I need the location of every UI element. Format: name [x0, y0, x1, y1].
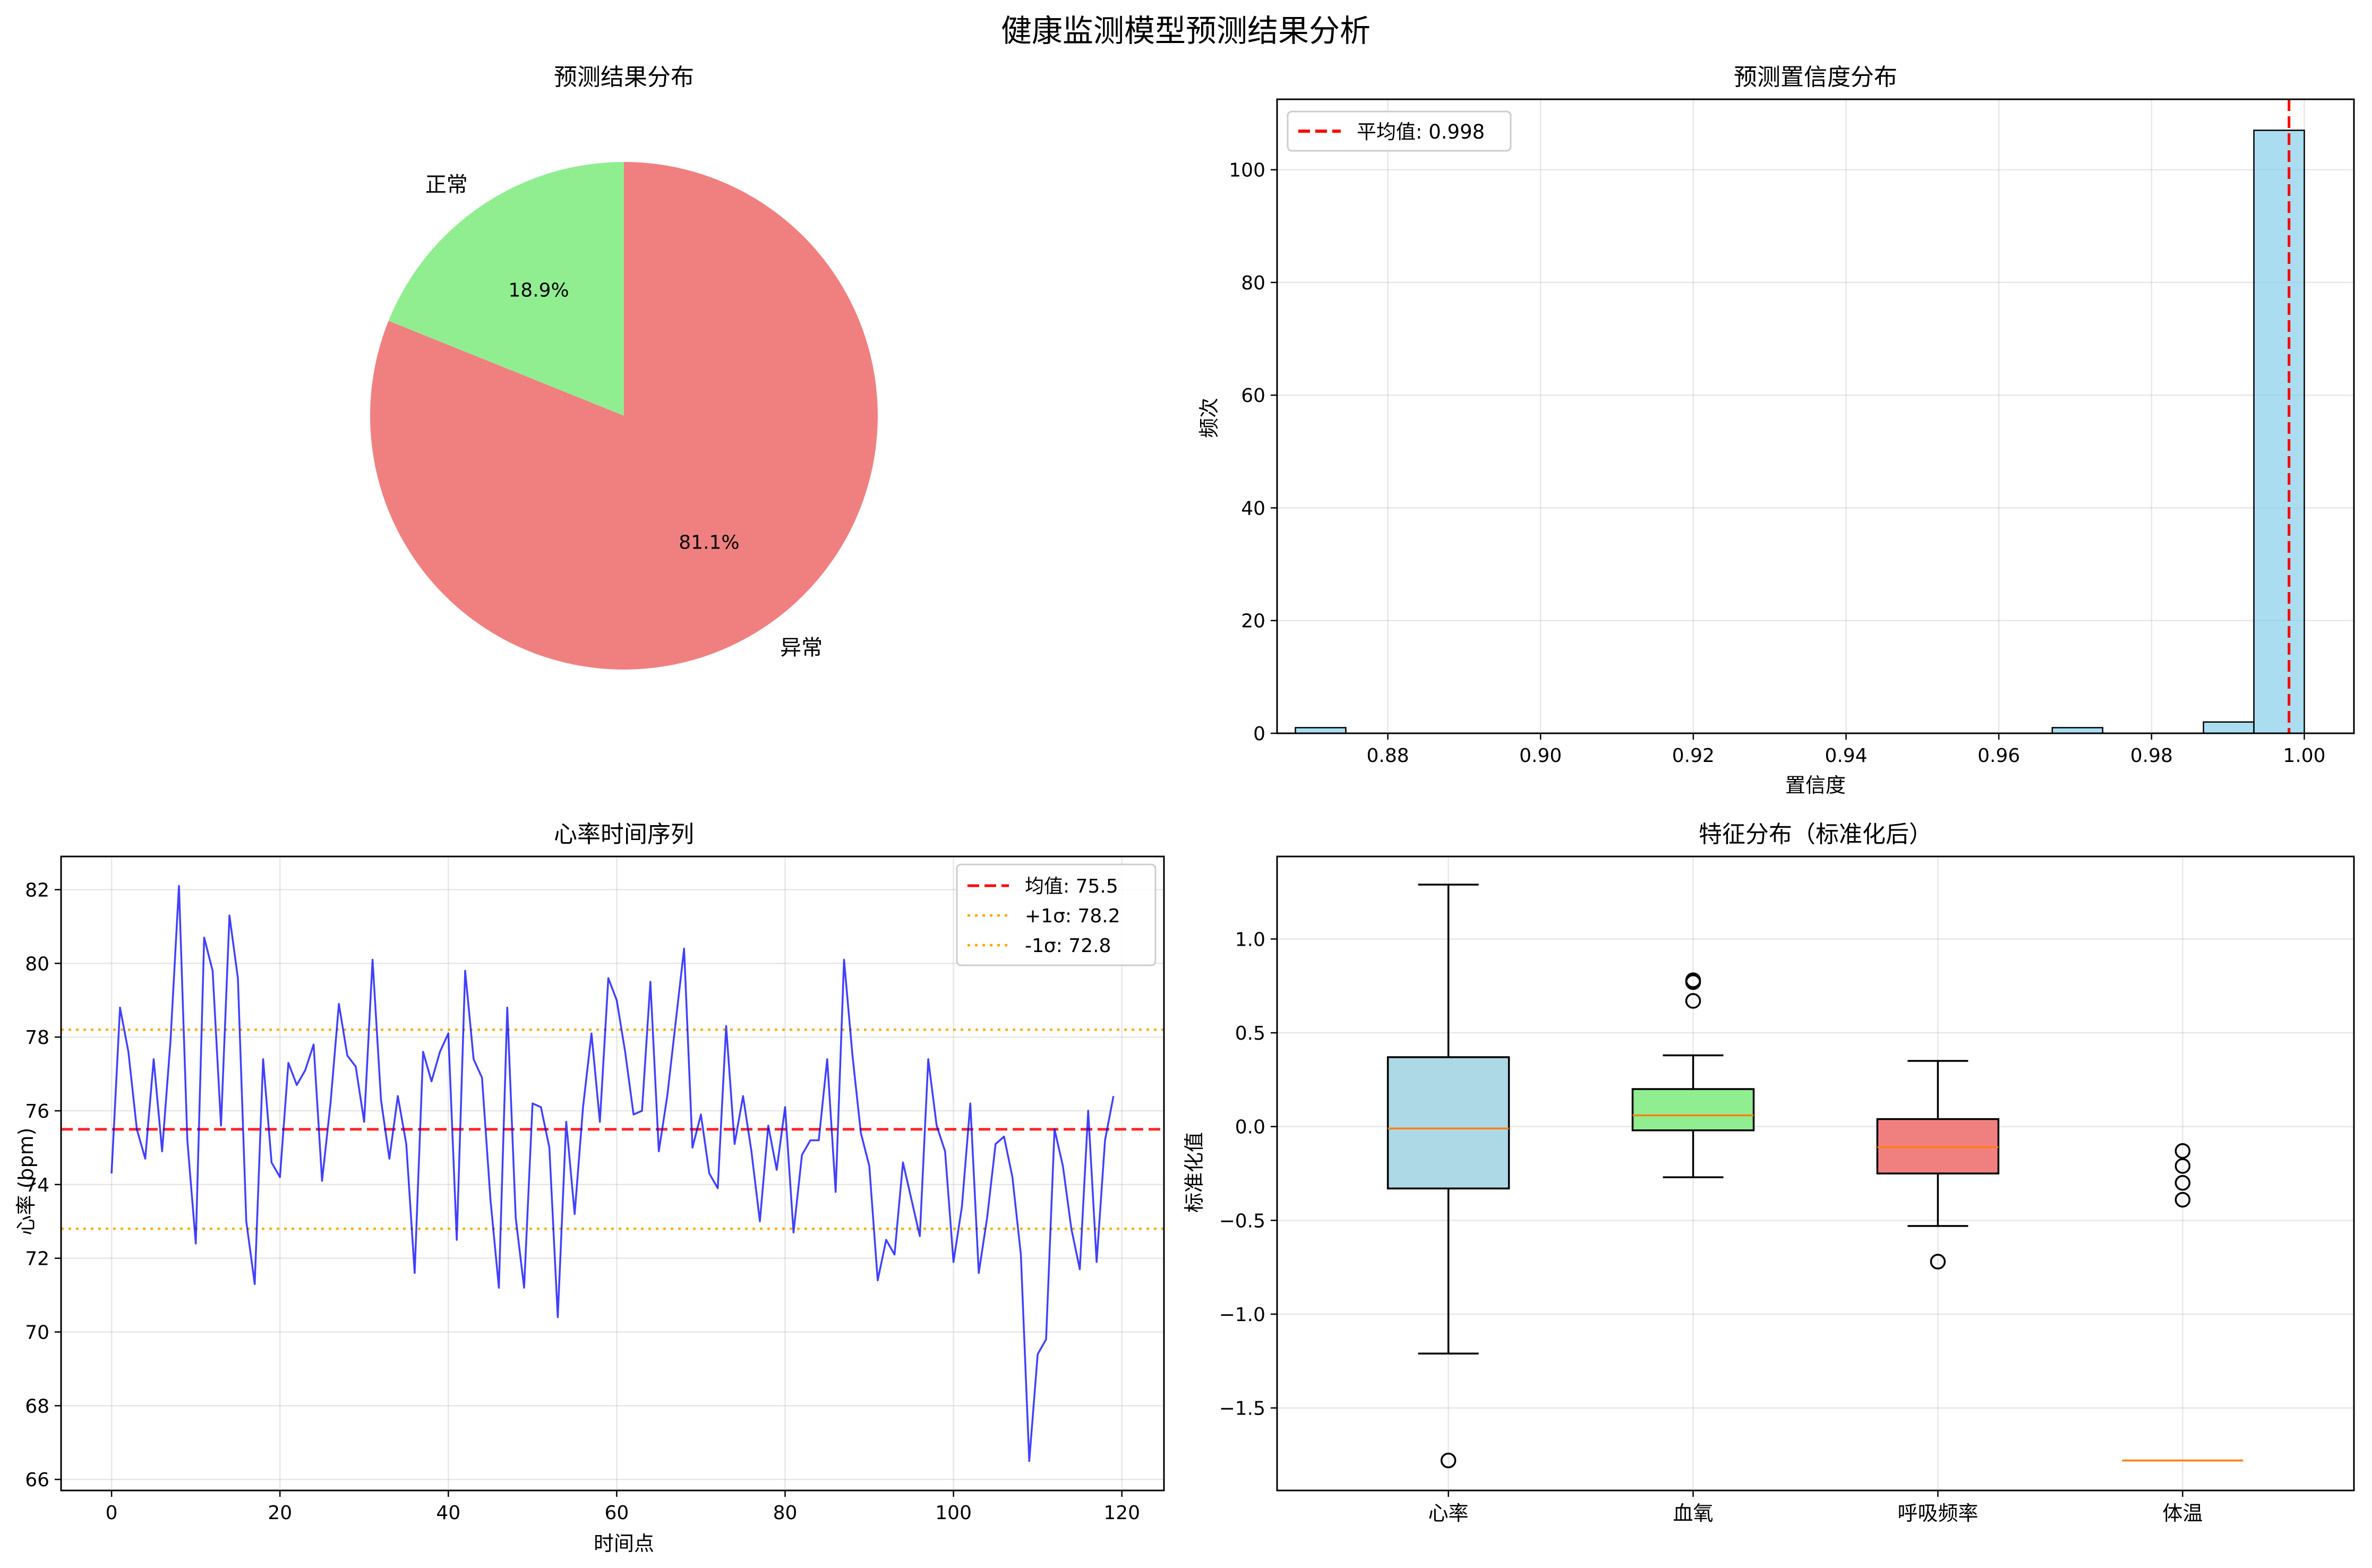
box-category-label: 呼吸频率: [1897, 1502, 1978, 1525]
x-tick-label: 80: [773, 1502, 798, 1524]
legend-label-2: -1σ: 72.8: [1025, 935, 1111, 957]
y-tick-label: −0.5: [1219, 1210, 1265, 1232]
figure-title: 健康监测模型预测结果分析: [1001, 13, 1371, 49]
box-outlier: [2174, 1158, 2191, 1174]
pie-slice-label-1: 异常: [780, 636, 823, 660]
histogram-bar: [2253, 130, 2305, 734]
box-outlier: [2174, 1175, 2191, 1191]
pie-slice-label-0: 正常: [425, 173, 468, 197]
histogram-legend: 平均值: 0.998: [1287, 110, 1512, 152]
histogram-bar: [2203, 721, 2255, 734]
boxplot-title: 特征分布（标准化后）: [1699, 821, 1932, 848]
line-chart-title: 心率时间序列: [554, 821, 694, 848]
x-tick-label: 0: [106, 1502, 118, 1524]
histogram-x-axis-label: 置信度: [1785, 774, 1846, 797]
legend-label-0: 均值: 75.5: [1025, 876, 1118, 897]
box-outlier: [2174, 1192, 2191, 1208]
pie-chart-title: 预测结果分布: [554, 64, 694, 91]
x-tick-label: 100: [935, 1502, 972, 1524]
box-outlier: [2174, 1143, 2191, 1159]
y-tick-label: 78: [25, 1027, 49, 1049]
y-tick-label: 66: [25, 1469, 49, 1491]
y-tick-label: 0.0: [1235, 1117, 1265, 1138]
y-tick-label: 100: [1229, 160, 1265, 182]
x-tick-label: 0.96: [1977, 745, 2020, 767]
x-tick-label: 0.98: [2130, 745, 2173, 767]
box-iqr: [1631, 1088, 1755, 1132]
box-1: [1631, 972, 1755, 1178]
y-tick-label: −1.5: [1219, 1398, 1265, 1420]
x-tick-label: 0.92: [1672, 745, 1715, 767]
histogram-y-axis-label: 频次: [1197, 398, 1221, 438]
box-outlier: [1685, 972, 1701, 988]
y-tick-label: 20: [1241, 611, 1265, 632]
box-outlier: [1930, 1254, 1946, 1270]
histogram-title: 预测置信度分布: [1734, 64, 1897, 91]
x-tick-label: 0.94: [1825, 745, 1867, 767]
line-chart-legend: 均值: 75.5 +1σ: 78.2 -1σ: 72.8: [956, 863, 1157, 966]
heart-rate-series-line: [110, 885, 1115, 1462]
box-outlier: [1685, 993, 1701, 1009]
y-tick-label: −1.0: [1219, 1304, 1265, 1326]
x-tick-label: 1.00: [2283, 745, 2325, 767]
legend-label-mean: 平均值: 0.998: [1357, 121, 1485, 143]
box-category-label: 心率: [1428, 1502, 1469, 1525]
y-tick-label: 40: [1241, 498, 1265, 519]
box-iqr: [1876, 1118, 2000, 1175]
box-category-label: 体温: [2162, 1502, 2203, 1525]
y-tick-label: 72: [25, 1248, 49, 1270]
pie-chart-panel: 预测结果分布 18.9% 正常 81.1% 异常: [370, 64, 878, 670]
y-tick-label: 82: [25, 879, 49, 901]
y-tick-label: 60: [1241, 385, 1265, 407]
y-tick-label: 76: [25, 1101, 49, 1123]
line-chart-y-axis-label: 心率 (bpm): [14, 1128, 38, 1236]
y-tick-label: 1.0: [1235, 929, 1265, 950]
histogram-bar: [2051, 727, 2104, 734]
box-3: [2122, 1143, 2243, 1462]
y-tick-label: 0.5: [1235, 1023, 1265, 1044]
box-0: [1386, 884, 1510, 1469]
histogram-bar: [1295, 727, 1347, 734]
box-2: [1876, 1060, 2000, 1270]
feature-boxplot-panel: 特征分布（标准化后） −1.5 −1.0 −0.5 0.0 0.5 1.0 心率 血氧 呼吸频率…: [1183, 821, 2355, 1525]
x-tick-label: 60: [605, 1502, 629, 1524]
y-tick-label: 0: [1253, 723, 1265, 745]
confidence-histogram-panel: 预测置信度分布 0.88 0.90 0.92 0.94 0.96 0.98 1.00 0 20 4…: [1197, 64, 2355, 797]
box-category-label: 血氧: [1673, 1502, 1714, 1525]
x-tick-label: 120: [1103, 1502, 1140, 1524]
x-tick-label: 20: [268, 1502, 292, 1524]
y-tick-label: 70: [25, 1322, 49, 1344]
pie-slice-pct-0: 18.9%: [508, 279, 569, 301]
boxplot-y-axis-label: 标准化值: [1183, 1132, 1206, 1213]
pie-slice-pct-1: 81.1%: [679, 532, 739, 554]
pie-slice-0: [388, 162, 624, 416]
line-chart-x-axis-label: 时间点: [594, 1532, 654, 1555]
heart-rate-line-panel: 心率时间序列 0 20 40 60 80 100 120 66 68 70 72 74 76 78 80 82…: [14, 821, 1165, 1555]
x-tick-label: 40: [436, 1502, 460, 1524]
y-tick-label: 74: [25, 1175, 49, 1196]
pie-slice-1: [370, 162, 878, 670]
legend-label-1: +1σ: 78.2: [1025, 905, 1120, 927]
box-iqr: [1386, 1056, 1510, 1190]
box-outlier: [1440, 1452, 1457, 1469]
x-tick-label: 0.90: [1519, 745, 1562, 767]
y-tick-label: 80: [25, 953, 49, 975]
y-tick-label: 68: [25, 1395, 49, 1417]
x-tick-label: 0.88: [1366, 745, 1409, 767]
y-tick-label: 80: [1241, 272, 1265, 294]
